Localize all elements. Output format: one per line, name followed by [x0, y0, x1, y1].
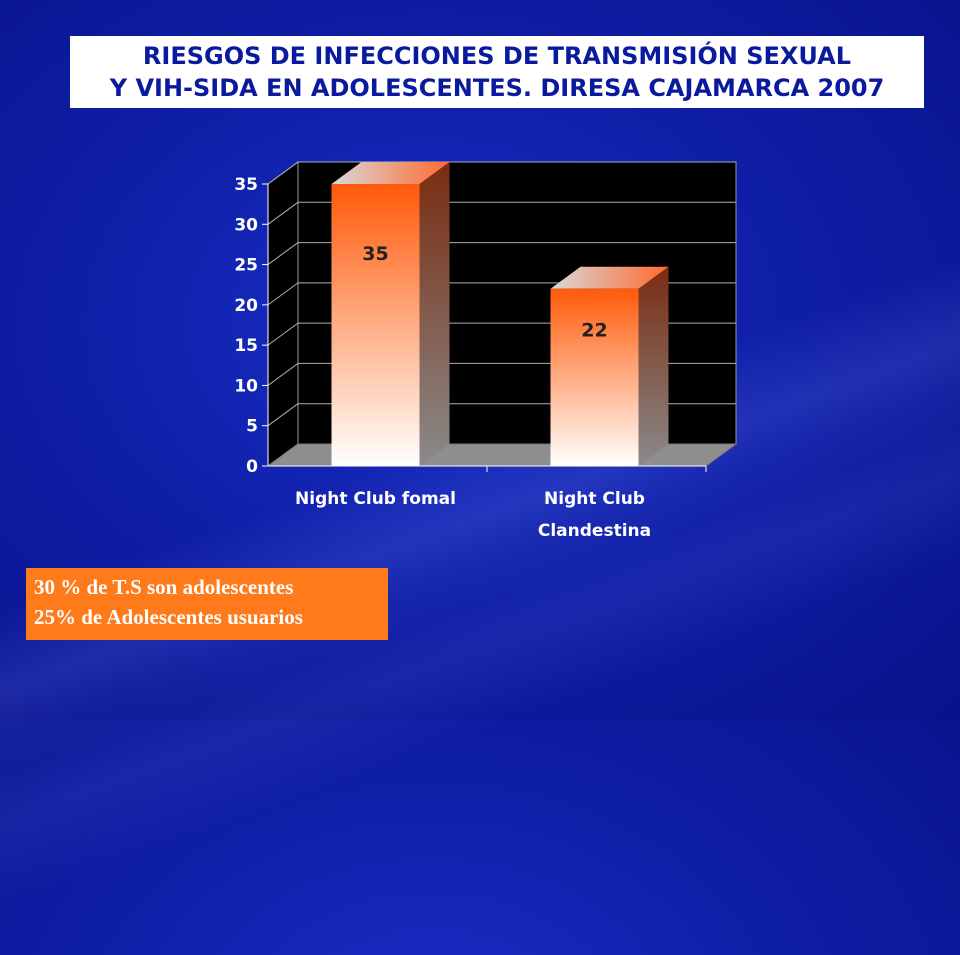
gridline-depth [267, 322, 299, 346]
slide-title: RIESGOS DE INFECCIONES DE TRANSMISIÓN SE… [70, 36, 924, 108]
bar [331, 184, 420, 466]
chart-plot-area: 0 5 10 15 20 25 30 35 35 Night Club fomal 22 Night … [234, 161, 738, 541]
gridline-depth [267, 363, 299, 386]
note-line-1: 30 % de T.S son adolescentes [34, 575, 294, 599]
y-tick-label: 30 [234, 215, 258, 235]
data-label: 35 [362, 243, 388, 265]
x-tick-label: Night Club [544, 489, 645, 509]
data-label: 22 [581, 320, 607, 342]
y-tick-label: 5 [246, 417, 258, 437]
bar-chart: 0 5 10 15 20 25 30 35 35 Night Club fomal 22 Night … [234, 161, 738, 541]
notes-box: 30 % de T.S son adolescentes 25% de Adol… [26, 568, 388, 640]
x-tick-label: Night Club fomal [295, 489, 456, 509]
title-line-2: Y VIH-SIDA EN ADOLESCENTES. DIRESA CAJAM… [109, 74, 885, 102]
gridline-depth [267, 282, 299, 306]
bar-top [331, 162, 450, 184]
bar-side [638, 266, 669, 466]
note-line-2: 25% de Adolescentes usuarios [34, 605, 303, 629]
gridline-depth [267, 201, 299, 225]
title-line-1: RIESGOS DE INFECCIONES DE TRANSMISIÓN SE… [142, 42, 852, 70]
y-tick-label: 20 [234, 296, 258, 316]
bar-side [419, 162, 450, 466]
gridline-depth [267, 403, 299, 427]
gridline-depth [267, 242, 299, 265]
x-tick-label: Clandestina [538, 521, 651, 541]
bar-top [550, 266, 669, 289]
gridline-depth [267, 161, 299, 185]
y-tick-label: 15 [234, 336, 258, 356]
y-tick-label: 35 [234, 175, 258, 195]
y-tick-label: 10 [234, 376, 258, 396]
chart-side-wall [267, 161, 299, 467]
bar [550, 288, 639, 466]
y-tick-label: 0 [246, 457, 258, 477]
y-tick-label: 25 [234, 256, 258, 276]
